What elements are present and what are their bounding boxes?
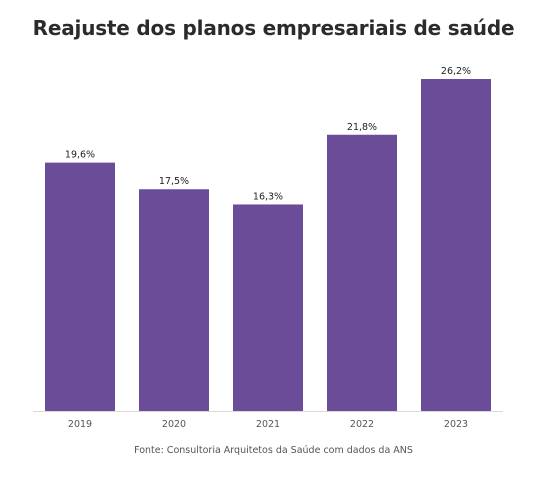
x-tick-label-2021: 2021 — [256, 419, 280, 430]
bar-2022 — [327, 134, 397, 411]
value-label-2022: 21,8% — [347, 122, 377, 133]
value-labels-group: 19,6% 17,5% 16,3% 21,8% 26,2% — [65, 66, 471, 202]
bar-2023 — [421, 79, 491, 411]
value-label-2020: 17,5% — [159, 176, 189, 187]
x-tick-labels-group: 2019 2020 2021 2022 2023 — [68, 419, 468, 430]
x-tick-label-2019: 2019 — [68, 419, 92, 430]
bars-group — [45, 79, 491, 411]
source-note: Fonte: Consultoria Arquitetos da Saúde c… — [134, 445, 413, 456]
x-tick-label-2023: 2023 — [444, 419, 468, 430]
x-tick-label-2020: 2020 — [162, 419, 186, 430]
bar-2021 — [233, 204, 303, 411]
chart-title: Reajuste dos planos empresariais de saúd… — [32, 16, 515, 40]
value-label-2019: 19,6% — [65, 150, 95, 161]
value-label-2021: 16,3% — [253, 191, 283, 202]
bar-2019 — [45, 162, 115, 411]
bar-2020 — [139, 189, 209, 411]
value-label-2023: 26,2% — [441, 66, 471, 77]
bar-chart: 19,6%17,5%16,3%21,8%26,2% 2019 2020 2021 20… — [33, 66, 503, 430]
x-tick-label-2022: 2022 — [350, 419, 374, 430]
